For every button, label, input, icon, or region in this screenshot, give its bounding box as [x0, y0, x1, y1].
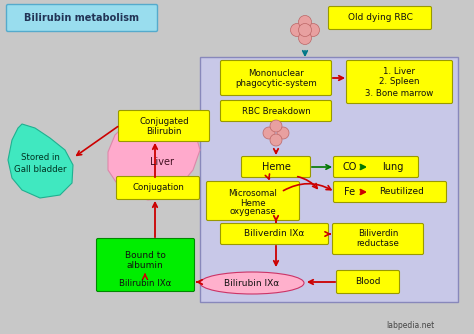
Text: Reutilized: Reutilized	[380, 187, 424, 196]
Text: Bilirubin metabolism: Bilirubin metabolism	[25, 13, 139, 23]
Text: Heme: Heme	[240, 198, 266, 207]
Circle shape	[291, 23, 303, 36]
Text: Conjugated: Conjugated	[139, 118, 189, 127]
Text: Bilirubin IXα: Bilirubin IXα	[119, 279, 171, 288]
Circle shape	[307, 23, 319, 36]
Text: Conjugation: Conjugation	[132, 183, 184, 192]
Circle shape	[299, 31, 311, 44]
Circle shape	[263, 127, 275, 139]
Circle shape	[299, 23, 311, 36]
Polygon shape	[8, 124, 73, 198]
Text: Bilirubin IXα: Bilirubin IXα	[224, 279, 280, 288]
Text: phagocytic-system: phagocytic-system	[235, 79, 317, 89]
Circle shape	[277, 127, 289, 139]
Text: 1. Liver: 1. Liver	[383, 67, 415, 76]
Text: Microsomal: Microsomal	[228, 188, 277, 197]
Text: oxygenase: oxygenase	[229, 207, 276, 216]
FancyBboxPatch shape	[334, 157, 419, 177]
Text: Heme: Heme	[262, 162, 291, 172]
FancyBboxPatch shape	[328, 6, 431, 29]
FancyBboxPatch shape	[117, 176, 200, 199]
Text: Biliverdin IXα: Biliverdin IXα	[244, 229, 304, 238]
FancyBboxPatch shape	[118, 111, 210, 142]
FancyBboxPatch shape	[337, 271, 400, 294]
Text: CO: CO	[343, 162, 357, 172]
Text: Mononuclear: Mononuclear	[248, 68, 304, 77]
FancyBboxPatch shape	[220, 223, 328, 244]
Text: Fe: Fe	[345, 187, 356, 197]
Text: RBC Breakdown: RBC Breakdown	[242, 107, 310, 116]
FancyBboxPatch shape	[334, 181, 447, 202]
Circle shape	[299, 15, 311, 28]
FancyBboxPatch shape	[7, 4, 157, 31]
Text: Bilirubin: Bilirubin	[146, 128, 182, 137]
FancyBboxPatch shape	[241, 157, 310, 177]
Text: Biliverdin: Biliverdin	[358, 229, 398, 238]
FancyBboxPatch shape	[207, 181, 300, 220]
Text: lung: lung	[383, 162, 404, 172]
FancyBboxPatch shape	[346, 60, 453, 104]
Text: Blood: Blood	[355, 278, 381, 287]
Circle shape	[270, 120, 282, 132]
Text: labpedia.net: labpedia.net	[386, 321, 434, 330]
Text: Old dying RBC: Old dying RBC	[347, 13, 412, 22]
Text: albumin: albumin	[127, 261, 164, 270]
Text: reductase: reductase	[356, 239, 400, 248]
Circle shape	[270, 134, 282, 146]
Ellipse shape	[200, 272, 304, 294]
FancyBboxPatch shape	[220, 101, 331, 122]
Text: Bound to: Bound to	[125, 250, 165, 260]
Text: 3. Bone marrow: 3. Bone marrow	[365, 89, 433, 98]
Text: Gall bladder: Gall bladder	[14, 165, 66, 173]
Polygon shape	[108, 117, 200, 200]
FancyBboxPatch shape	[332, 223, 423, 255]
Text: 2. Spleen: 2. Spleen	[379, 77, 419, 87]
FancyBboxPatch shape	[97, 238, 194, 292]
Text: Liver: Liver	[150, 157, 174, 167]
Bar	[200, 57, 458, 302]
Text: Stored in: Stored in	[20, 154, 59, 163]
FancyBboxPatch shape	[220, 60, 331, 96]
